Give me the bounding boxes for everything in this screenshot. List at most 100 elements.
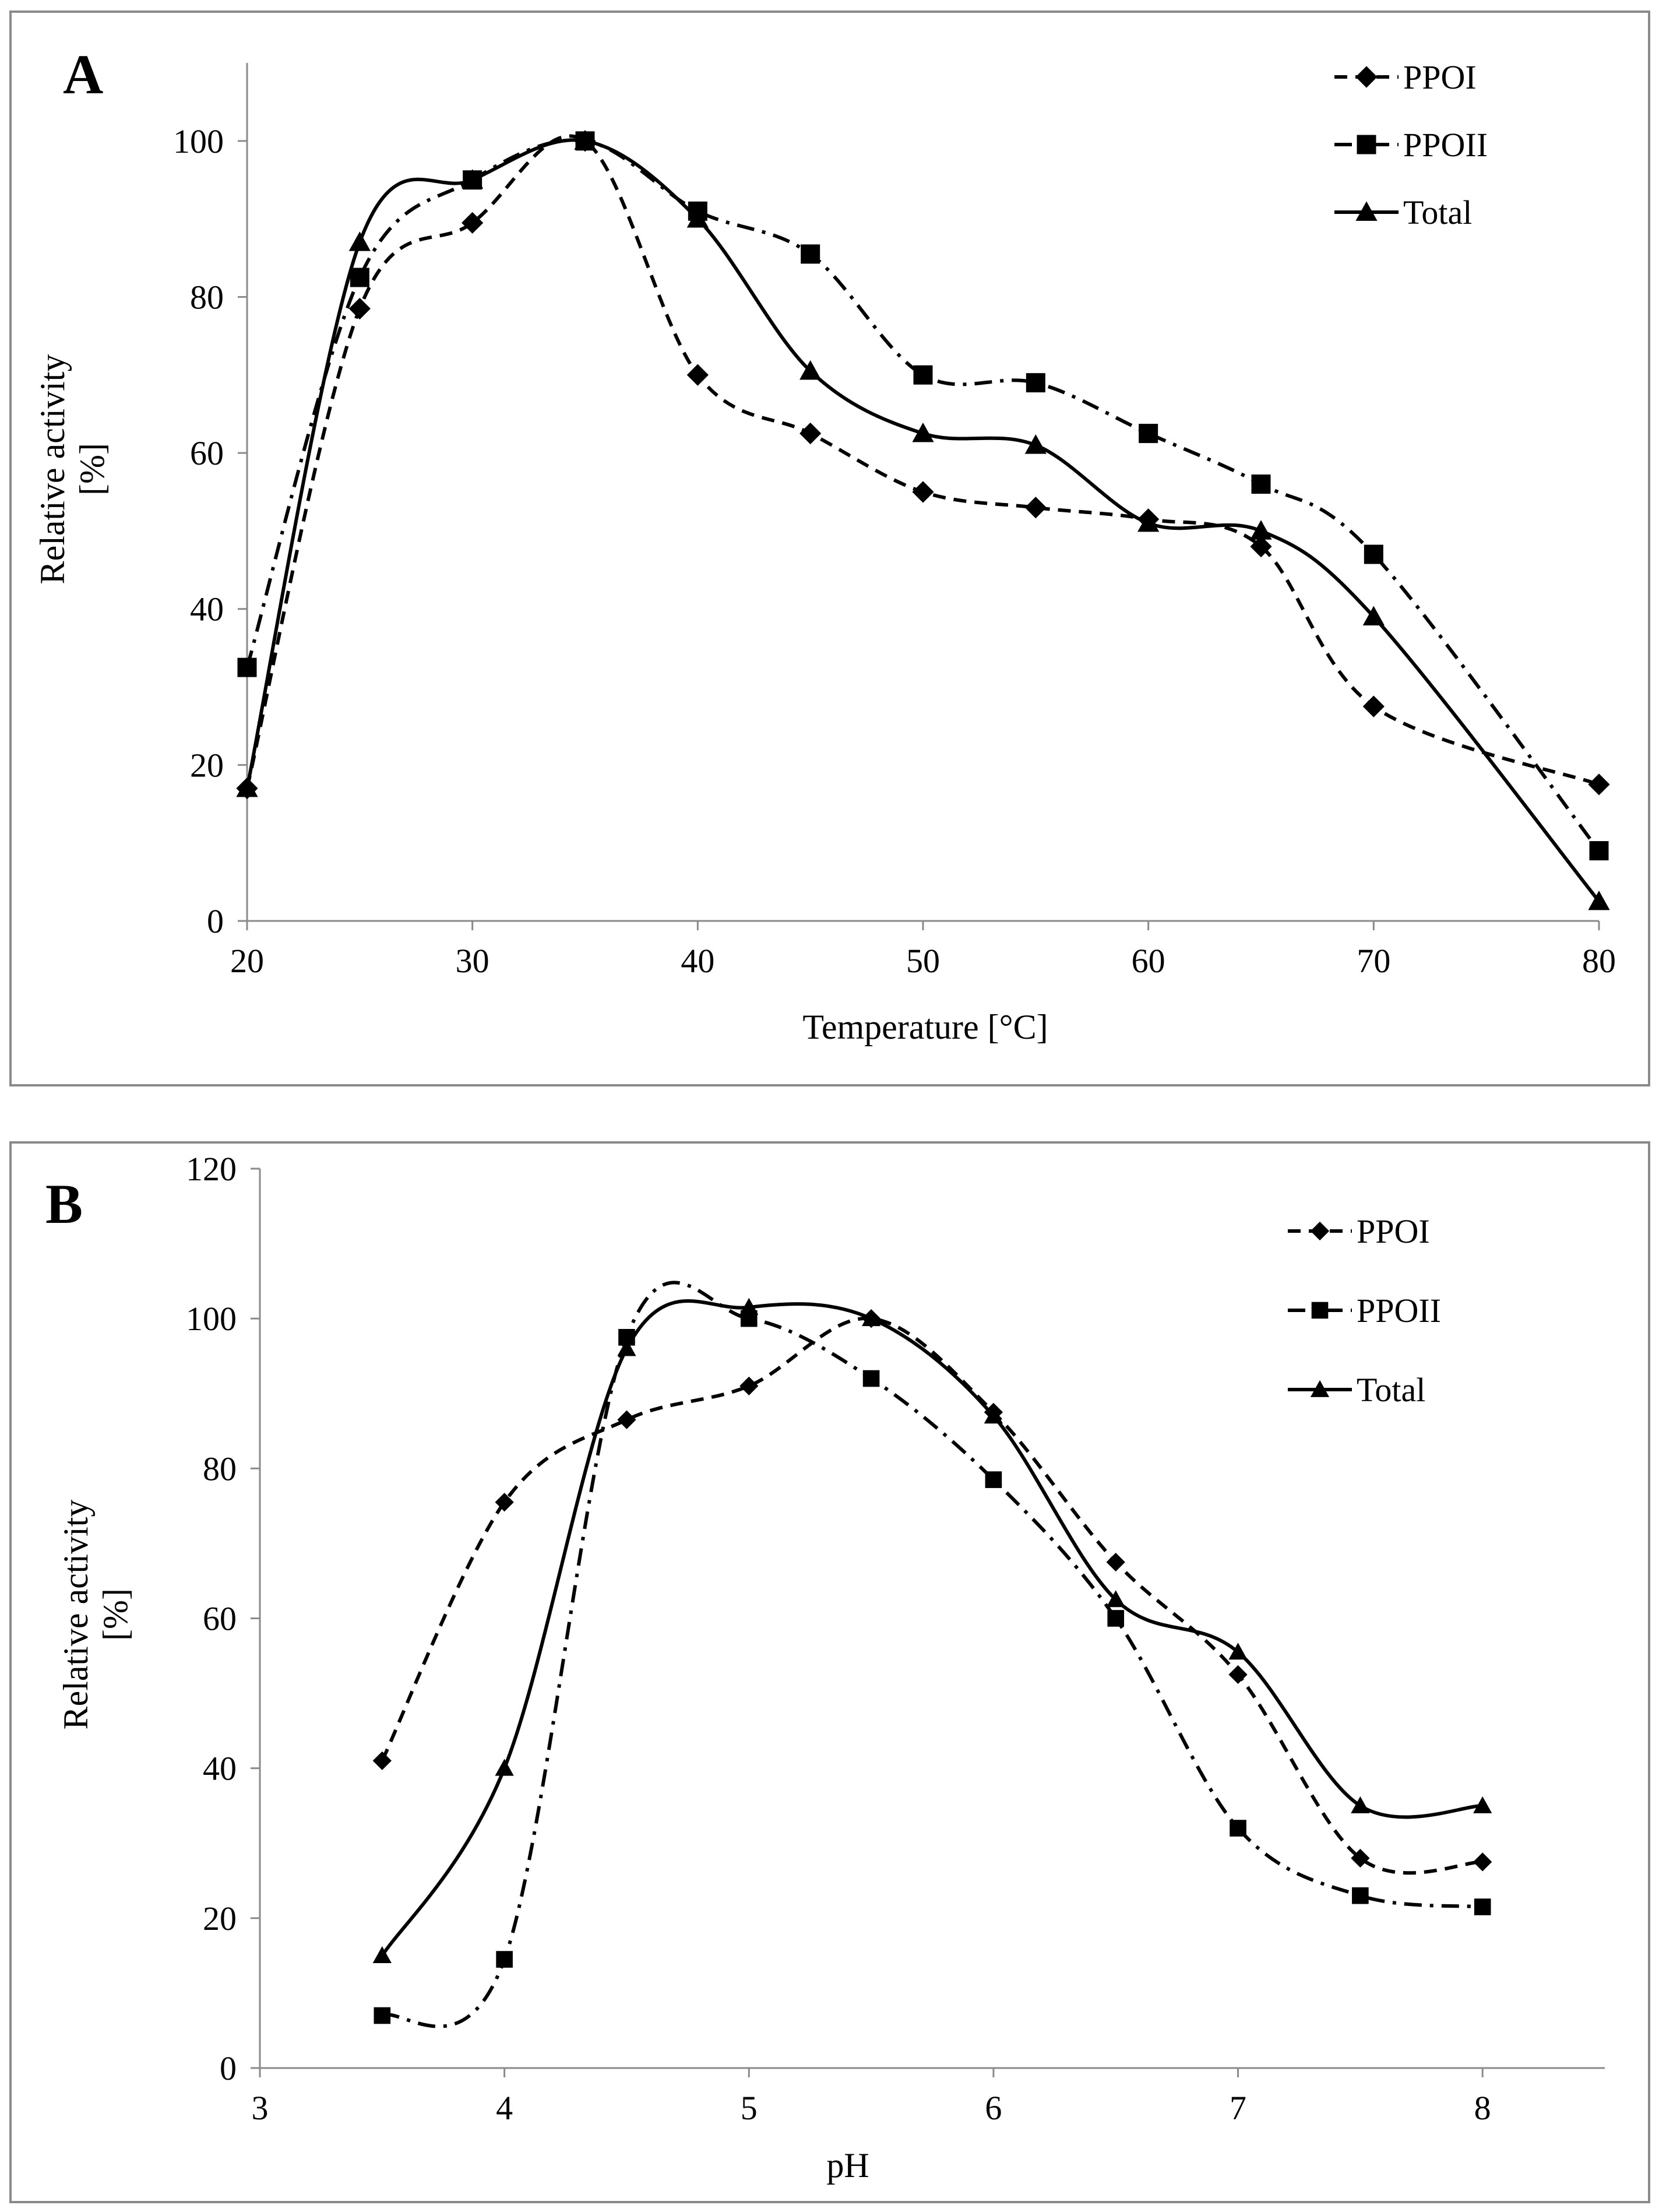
panel-b-x-tick-label: 6 bbox=[985, 2089, 1002, 2127]
panel-a-data-point-ppoi bbox=[462, 212, 484, 234]
panel-a-data-point-ppoi bbox=[1588, 773, 1610, 796]
panel-b-data-point-total bbox=[1228, 1643, 1248, 1660]
panel-a-label: A bbox=[63, 43, 103, 105]
panel-a-x-tick-label: 30 bbox=[456, 942, 489, 980]
panel-a-x-tick-label: 70 bbox=[1357, 942, 1390, 980]
panel-a-y-axis-label-line2: [%] bbox=[73, 443, 111, 495]
panel-a-frame bbox=[9, 10, 1650, 1086]
panel-b-data-point-total bbox=[1473, 1796, 1492, 1813]
panel-a-data-point-total bbox=[1588, 890, 1610, 910]
panel-a-x-tick-label: 80 bbox=[1582, 942, 1616, 980]
panel-b-x-tick-label: 5 bbox=[741, 2089, 758, 2127]
panel-b-data-point-ppoii bbox=[374, 2007, 391, 2024]
panel-a-data-point-total bbox=[1250, 520, 1272, 540]
panel-b-y-tick-label: 100 bbox=[186, 1300, 237, 1338]
panel-b-legend-label-ppoii: PPOII bbox=[1357, 1292, 1441, 1330]
panel-b-data-point-ppoii bbox=[1230, 1820, 1246, 1837]
panel-a-data-point-total bbox=[348, 231, 371, 251]
panel-b-data-point-ppoii bbox=[985, 1471, 1002, 1488]
panel-a-data-point-ppoii bbox=[237, 657, 257, 677]
panel-b: B 0 20 40 60 80 100 120 3 4 5 6 7 8 PPOI PPOII Total p… bbox=[9, 1141, 1650, 2203]
panel-a-legend-label-ppoi: PPOI bbox=[1403, 58, 1477, 96]
panel-a-data-point-ppoii bbox=[1589, 841, 1609, 861]
panel-a-x-tick-label: 20 bbox=[230, 942, 264, 980]
panel-a-data-point-ppoii bbox=[1139, 424, 1158, 444]
panel-b-data-point-ppoii bbox=[862, 1370, 880, 1387]
panel-b-data-point-ppoi bbox=[1351, 1848, 1370, 1868]
panel-a-data-point-ppoi bbox=[348, 297, 371, 320]
panel-a-data-point-total bbox=[574, 130, 596, 150]
panel-b-data-point-ppoi bbox=[495, 1493, 514, 1512]
panel-b-y-tick-label: 80 bbox=[203, 1450, 237, 1487]
panel-a-data-point-ppoii bbox=[801, 244, 820, 264]
panel-a-legend-marker-total bbox=[1355, 201, 1378, 221]
panel-b-x-axis-label: pH bbox=[826, 2146, 869, 2185]
panel-a-data-point-ppoii bbox=[1251, 474, 1271, 494]
panel-b-y-axis-label-line2: [%] bbox=[96, 1588, 135, 1641]
panel-b-data-point-ppoii bbox=[496, 1951, 513, 1968]
panel-a-y-tick-label: 20 bbox=[190, 746, 224, 784]
panel-a-y-tick-label: 60 bbox=[190, 434, 224, 472]
panel-a-y-axis-label-line1: Relative activity bbox=[33, 354, 72, 585]
panel-a-legend-marker-ppoi bbox=[1355, 66, 1378, 88]
panel-a-y-tick-label: 100 bbox=[173, 122, 224, 160]
panel-a-data-point-ppoii bbox=[1026, 373, 1045, 393]
panel-a-series bbox=[236, 130, 1610, 910]
panel-b-legend-label-ppoi: PPOI bbox=[1357, 1212, 1430, 1250]
panel-b-data-point-ppoi bbox=[1106, 1552, 1125, 1572]
panel-a-y-tick-label: 0 bbox=[207, 902, 224, 940]
panel-b-data-point-ppoii bbox=[1352, 1887, 1369, 1904]
panel-a-data-point-ppoi bbox=[1024, 497, 1047, 519]
panel-b-data-point-total bbox=[861, 1309, 881, 1327]
panel-a-data-point-total bbox=[236, 777, 258, 797]
panel-b-legend-marker-total bbox=[1310, 1380, 1330, 1397]
panel-b-legend-marker-ppoii bbox=[1311, 1302, 1329, 1319]
panel-b-series-line-ppoi bbox=[381, 1316, 1483, 1875]
panel-b-data-point-ppoi bbox=[617, 1410, 636, 1429]
panel-b-frame bbox=[9, 1141, 1650, 2203]
panel-b-x-tick-label: 7 bbox=[1230, 2089, 1246, 2127]
panel-a-y-tick-label: 40 bbox=[190, 590, 224, 628]
panel-a-data-point-total bbox=[912, 423, 934, 442]
panel-b-data-point-ppoi bbox=[1228, 1665, 1248, 1685]
panel-a-data-point-ppoi bbox=[1250, 536, 1272, 558]
panel-b-legend-marker-ppoi bbox=[1310, 1221, 1330, 1241]
panel-a-x-tick-label: 60 bbox=[1132, 942, 1165, 980]
panel-a-data-point-ppoii bbox=[350, 268, 369, 287]
panel-b-data-point-total bbox=[739, 1297, 759, 1315]
panel-a-x-tick-label: 50 bbox=[906, 942, 940, 980]
panel-b-legend: PPOI PPOII Total bbox=[1288, 1212, 1441, 1409]
panel-a-data-point-total bbox=[1362, 606, 1385, 625]
panel-b-data-point-total bbox=[1106, 1590, 1125, 1608]
panel-a-data-point-total bbox=[799, 360, 822, 380]
panel-a-data-point-total bbox=[1137, 512, 1160, 532]
panel-a-legend-label-total: Total bbox=[1403, 194, 1472, 231]
panel-b-legend-label-total: Total bbox=[1357, 1371, 1425, 1409]
panel-b-y-tick-label: 40 bbox=[203, 1750, 237, 1788]
panel-b-y-tick-label: 0 bbox=[220, 2049, 237, 2087]
panel-b-y-tick-label: 120 bbox=[186, 1150, 237, 1188]
panel-b-series bbox=[372, 1281, 1492, 2028]
panel-b-x-tick-label: 3 bbox=[252, 2089, 269, 2127]
panel-b-ticks: 0 20 40 60 80 100 120 3 4 5 6 7 8 bbox=[186, 1150, 1491, 2127]
panel-a-x-tick-label: 40 bbox=[681, 942, 714, 980]
panel-b-data-point-total bbox=[372, 1946, 392, 1964]
panel-b-data-point-ppoi bbox=[1473, 1852, 1492, 1872]
panel-b-data-point-total bbox=[495, 1759, 514, 1776]
panel-b-data-point-ppoii bbox=[1474, 1898, 1491, 1915]
panel-b-series-line-total bbox=[381, 1299, 1483, 1957]
panel-a-legend: PPOI PPOII Total bbox=[1334, 58, 1488, 231]
panel-a-data-point-ppoii bbox=[1364, 544, 1383, 564]
panel-b-x-tick-label: 8 bbox=[1474, 2089, 1491, 2127]
panel-b-data-point-ppoi bbox=[739, 1376, 759, 1396]
panel-a-data-point-ppoi bbox=[912, 481, 934, 503]
panel-a-data-point-total bbox=[1024, 434, 1047, 454]
panel-a-legend-marker-ppoii bbox=[1357, 135, 1376, 154]
panel-a-legend-label-ppoii: PPOII bbox=[1403, 126, 1488, 164]
panel-b-y-tick-label: 20 bbox=[203, 1900, 237, 1937]
panel-b-x-tick-label: 4 bbox=[496, 2089, 513, 2127]
panel-a-data-point-total bbox=[686, 208, 709, 228]
